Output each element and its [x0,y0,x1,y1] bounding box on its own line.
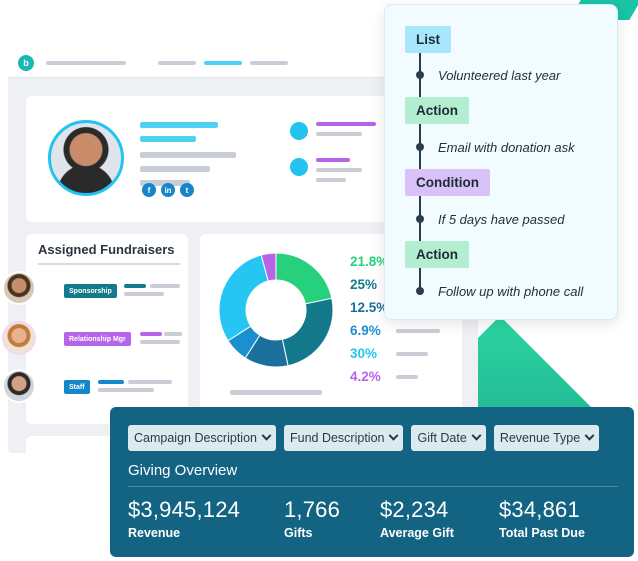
donut-chart [218,252,334,368]
workflow-step-condition[interactable]: Condition [405,169,490,196]
detail-placeholder [124,284,146,288]
contact-dot [290,122,308,140]
dropdown-label: Gift Date [417,431,467,445]
contact-placeholder [316,178,346,182]
divider [38,263,180,265]
workflow-note: If 5 days have passed [438,212,565,227]
chevron-down-icon [389,430,399,441]
detail-placeholder [140,332,162,336]
workflow-note: Volunteered last year [438,68,561,83]
facebook-icon[interactable]: f [142,183,156,197]
stat-label: Average Gift [380,526,454,540]
nav-placeholder-active[interactable] [204,60,242,65]
data-label: 30% [350,346,378,361]
nav-placeholder[interactable] [250,60,288,65]
app-logo-icon[interactable]: b [18,54,34,71]
donut-slice [275,252,333,305]
legend-placeholder [396,352,428,356]
fund-description-dropdown[interactable]: Fund Description [283,425,404,451]
timeline-dot [416,143,424,151]
avatar [2,271,36,305]
data-label: 21.8% [350,254,389,269]
nav-placeholder[interactable] [46,60,126,65]
stat-value: $2,234 [380,497,449,522]
nav-placeholder[interactable] [158,60,196,65]
timeline-dot [416,287,424,295]
timeline-dot [416,215,424,223]
gift-date-dropdown[interactable]: Gift Date [411,425,486,451]
contact-placeholder [316,122,376,126]
stat-label: Revenue [128,526,181,540]
dropdown-label: Campaign Description [134,431,257,445]
workflow-panel: List Volunteered last year Action Email … [384,4,618,320]
campaign-description-dropdown[interactable]: Campaign Description [128,425,276,451]
stat-label: Total Past Due [499,526,585,540]
chevron-down-icon [471,430,482,441]
divider [128,486,618,487]
data-label: 12.5% [350,300,389,315]
detail-placeholder [150,284,180,288]
avatar [48,120,124,196]
detail-placeholder [124,292,164,296]
stat-revenue: $3,945,124 Revenue [128,497,240,540]
stat-average-gift: $2,234 Average Gift [380,497,454,540]
role-badge: Relationship Mgr [64,332,131,346]
detail-placeholder [164,332,182,336]
detail-placeholder [98,380,124,384]
name-placeholder [140,122,218,128]
giving-overview-panel: Campaign Description Fund Description Gi… [110,407,634,557]
stat-total-past-due: $34,861 Total Past Due [499,497,585,540]
detail-placeholder [128,380,172,384]
detail-placeholder [140,166,210,172]
workflow-step-action[interactable]: Action [405,97,469,124]
chevron-down-icon [584,430,595,441]
data-label: 25% [350,277,378,292]
donut-slice [218,254,269,342]
revenue-type-dropdown[interactable]: Revenue Type [493,425,600,451]
workflow-note: Follow up with phone call [438,284,584,299]
detail-placeholder [140,152,236,158]
detail-placeholder [140,340,180,344]
linkedin-icon[interactable]: in [161,183,175,197]
data-label: 4.2% [350,369,381,384]
contact-placeholder [316,168,362,172]
stat-label: Gifts [284,526,313,540]
workflow-step-action[interactable]: Action [405,241,469,268]
legend-placeholder [396,329,440,333]
title-placeholder [140,136,196,142]
chevron-down-icon [261,430,272,441]
avatar [2,321,36,355]
assigned-fundraisers-card: Assigned Fundraisers Sponsorship Relatio… [26,234,188,424]
role-badge: Staff [64,380,90,394]
workflow-step-list[interactable]: List [405,26,452,53]
twitter-icon[interactable]: t [180,183,194,197]
dropdown-label: Fund Description [289,431,385,445]
avatar [2,369,36,403]
stat-value: 1,766 [284,497,341,522]
data-label: 6.9% [350,323,381,338]
contact-dot [290,158,308,176]
stat-value: $34,861 [499,497,580,522]
contact-placeholder [316,132,362,136]
role-badge: Sponsorship [64,284,117,298]
dropdown-label: Revenue Type [499,431,581,445]
detail-placeholder [98,388,154,392]
workflow-note: Email with donation ask [438,140,575,155]
contact-placeholder [316,158,350,162]
profile-card [26,96,396,222]
donut-slice [260,252,277,282]
filter-bar: Campaign Description Fund Description Gi… [128,425,600,451]
legend-placeholder [396,375,418,379]
stat-value: $3,945,124 [128,497,241,522]
stat-gifts: 1,766 Gifts [284,497,340,540]
timeline-dot [416,71,424,79]
donut-slice [281,297,334,367]
fundraisers-title: Assigned Fundraisers [38,242,175,257]
caption-placeholder [230,390,322,395]
panel-title: Giving Overview [128,462,238,479]
